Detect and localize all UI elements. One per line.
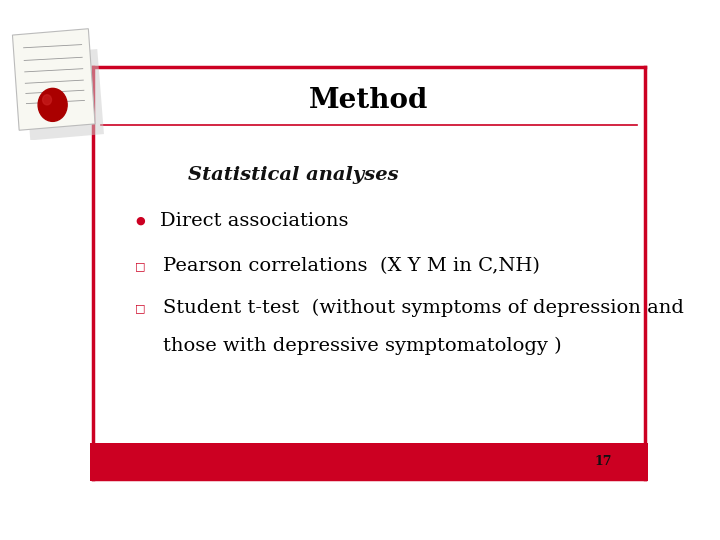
Polygon shape bbox=[24, 49, 104, 140]
Text: Statistical analyses: Statistical analyses bbox=[188, 166, 398, 184]
Text: ●: ● bbox=[135, 215, 145, 226]
Text: Student t-test  (without symptoms of depression and: Student t-test (without symptoms of depr… bbox=[163, 299, 683, 317]
Text: Direct associations: Direct associations bbox=[160, 212, 348, 230]
Circle shape bbox=[38, 89, 67, 122]
Text: Method: Method bbox=[310, 86, 428, 113]
Polygon shape bbox=[12, 29, 95, 130]
Circle shape bbox=[42, 94, 52, 105]
Text: 17: 17 bbox=[595, 455, 612, 468]
Bar bbox=[90, 443, 648, 481]
Text: □: □ bbox=[135, 303, 145, 313]
Text: □: □ bbox=[135, 261, 145, 272]
Text: Pearson correlations  (X Y M in C,NH): Pearson correlations (X Y M in C,NH) bbox=[163, 258, 539, 275]
Text: those with depressive symptomatology ): those with depressive symptomatology ) bbox=[163, 336, 561, 355]
